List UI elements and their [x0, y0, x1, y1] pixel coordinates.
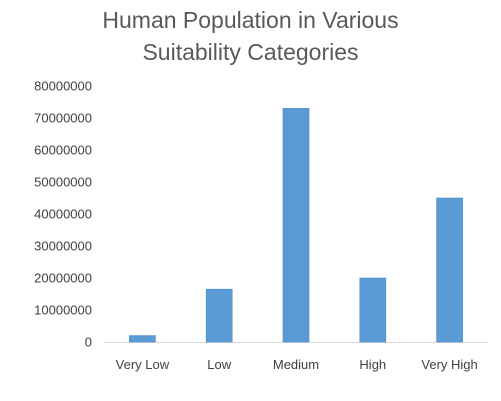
x-tick-label: High — [359, 357, 386, 372]
chart-title-line-1: Human Population in Various — [102, 7, 399, 33]
bar-very-low — [129, 335, 156, 343]
x-tick-label: Very Low — [116, 357, 170, 372]
bar-low — [205, 288, 233, 343]
y-tick-label: 10000000 — [34, 303, 92, 318]
y-tick-label: 20000000 — [34, 271, 92, 286]
y-tick-label: 0 — [85, 335, 92, 350]
chart-title: Human Population in Various Suitability … — [0, 4, 501, 68]
bar-medium — [282, 108, 310, 343]
x-tick-label: Low — [207, 357, 231, 372]
x-tick-label: Medium — [273, 357, 319, 372]
y-tick-label: 80000000 — [34, 79, 92, 94]
y-tick-label: 60000000 — [34, 143, 92, 158]
x-tick-label: Very High — [421, 357, 477, 372]
chart-title-line-2: Suitability Categories — [142, 39, 359, 65]
bar-very-high — [436, 197, 463, 343]
bar-high — [359, 277, 387, 343]
y-tick-label: 40000000 — [34, 207, 92, 222]
y-tick-label: 50000000 — [34, 175, 92, 190]
y-tick-label: 30000000 — [34, 239, 92, 254]
y-tick-label: 70000000 — [34, 111, 92, 126]
